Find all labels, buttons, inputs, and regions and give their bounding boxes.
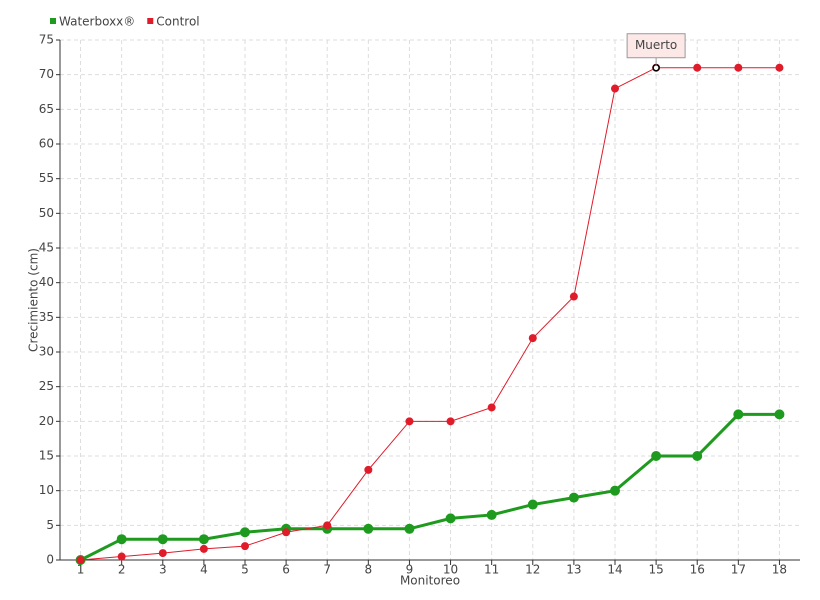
data-point	[775, 63, 784, 72]
y-tick-label: 20	[39, 414, 54, 428]
data-point	[116, 534, 127, 545]
y-tick-label: 35	[39, 310, 54, 324]
data-point	[610, 485, 620, 496]
data-point	[404, 523, 415, 534]
y-tick-label: 65	[39, 102, 54, 116]
x-tick-label: 16	[690, 563, 705, 577]
y-tick-label: 50	[39, 206, 54, 220]
series-line	[80, 67, 780, 561]
x-tick-label: 6	[282, 563, 290, 577]
data-point	[446, 417, 455, 426]
y-tick-label: 45	[39, 241, 54, 255]
y-tick-label: 60	[39, 137, 54, 151]
x-tick-label: 9	[406, 563, 414, 577]
data-point	[611, 84, 619, 93]
data-point	[527, 499, 538, 510]
data-point	[651, 451, 662, 461]
series-line	[79, 412, 780, 562]
x-tick-label: 18	[772, 563, 787, 577]
x-tick-label: 8	[365, 563, 373, 577]
data-point	[734, 63, 743, 72]
data-point	[199, 544, 208, 553]
legend-swatch	[147, 18, 154, 24]
data-point	[76, 556, 85, 564]
y-tick-label: 25	[39, 379, 54, 393]
x-tick-label: 5	[241, 563, 249, 577]
x-tick-label: 15	[648, 563, 663, 577]
y-tick-label: 70	[39, 67, 54, 81]
x-axis-label: Monitoreo	[400, 574, 460, 588]
x-tick-label: 17	[731, 563, 746, 577]
y-axis-label: Crecimiento (cm)	[27, 248, 41, 352]
data-point	[240, 527, 250, 538]
data-point	[486, 509, 497, 520]
data-point	[569, 292, 578, 301]
x-tick-label: 11	[484, 563, 499, 577]
data-point	[774, 409, 785, 420]
y-tick-label: 40	[39, 275, 54, 289]
annotation-box	[626, 33, 686, 59]
x-tick-label: 7	[323, 563, 331, 577]
data-point	[198, 534, 209, 545]
data-point	[445, 513, 456, 524]
x-tick-label: 4	[200, 563, 208, 577]
data-point	[568, 492, 579, 503]
legend-label: Waterboxx®	[59, 15, 135, 29]
legend-swatch	[50, 18, 56, 24]
data-point	[282, 528, 291, 537]
y-tick-label: 55	[39, 171, 54, 185]
y-tick-label: 75	[39, 33, 54, 47]
y-tick-label: 0	[46, 553, 54, 567]
x-tick-label: 14	[607, 563, 622, 577]
x-tick-label: 3	[159, 563, 167, 577]
y-tick-label: 15	[39, 449, 54, 463]
x-tick-label: 1	[77, 563, 85, 577]
annotation-point	[652, 63, 660, 72]
x-tick-label: 13	[566, 563, 581, 577]
data-point	[241, 542, 249, 551]
x-tick-label: 2	[118, 563, 126, 577]
data-point	[158, 549, 167, 558]
legend-label: Control	[156, 15, 199, 29]
annotation-text: Muerto	[635, 38, 677, 52]
data-point	[364, 465, 373, 474]
data-point	[323, 521, 332, 530]
y-tick-label: 10	[39, 483, 54, 497]
data-point	[363, 523, 374, 534]
data-point	[733, 409, 744, 420]
data-point	[692, 451, 703, 461]
data-point	[117, 552, 126, 561]
y-tick-label: 5	[46, 518, 54, 532]
data-point	[487, 403, 496, 412]
data-point	[157, 534, 168, 545]
y-tick-label: 30	[39, 345, 54, 359]
data-point	[405, 417, 414, 426]
x-tick-label: 10	[443, 563, 458, 577]
data-point	[528, 334, 537, 343]
x-tick-label: 12	[525, 563, 540, 577]
data-point	[693, 63, 702, 72]
